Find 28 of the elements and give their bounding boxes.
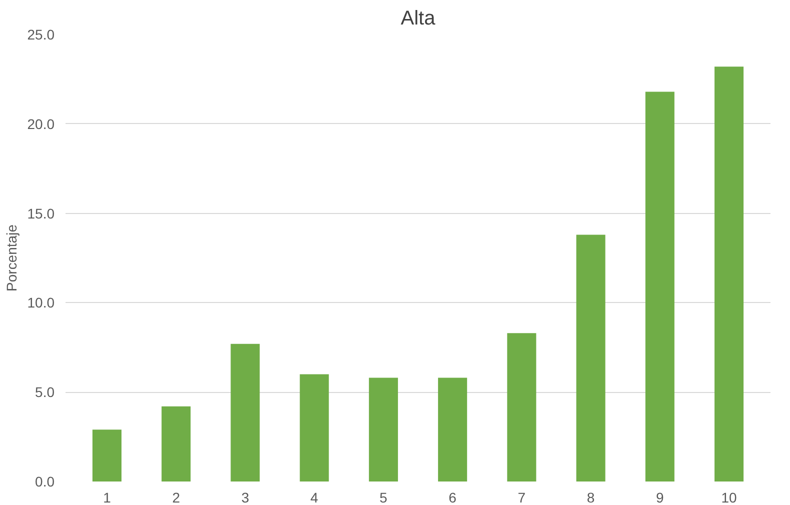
x-tick-label: 4	[310, 490, 318, 505]
x-tick-label: 9	[656, 490, 664, 505]
bar	[507, 333, 536, 482]
y-tick-label: 25.0	[27, 26, 55, 42]
x-tick-label: 6	[448, 490, 457, 505]
x-tick-label: 3	[241, 490, 250, 505]
bar	[92, 430, 122, 482]
y-axis-title: Porcentaje	[3, 224, 20, 292]
y-tick-label: 5.0	[35, 384, 55, 400]
x-tick-label: 7	[518, 490, 526, 505]
bar	[714, 66, 744, 482]
bar	[230, 344, 260, 482]
bar	[576, 234, 606, 482]
chart-title: Alta	[400, 8, 436, 30]
x-tick-label: 1	[103, 490, 112, 505]
x-tick-label: 5	[380, 490, 388, 505]
bar	[300, 374, 329, 482]
bar	[645, 92, 674, 482]
bar	[438, 378, 468, 482]
y-tick-label: 20.0	[27, 116, 55, 132]
bar	[162, 406, 191, 482]
y-tick-label: 0.0	[35, 474, 55, 490]
x-tick-label: 2	[172, 490, 180, 505]
y-tick-label: 10.0	[27, 294, 55, 311]
y-tick-label: 15.0	[27, 205, 55, 222]
bar	[368, 378, 398, 482]
x-tick-label: 8	[586, 490, 595, 505]
x-tick-label: 10	[721, 490, 738, 505]
